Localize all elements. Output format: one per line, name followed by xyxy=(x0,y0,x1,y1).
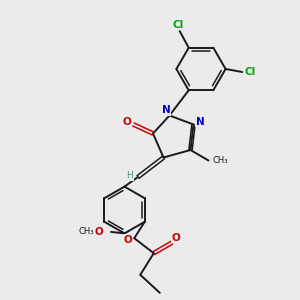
Text: O: O xyxy=(172,232,181,243)
Text: O: O xyxy=(124,235,133,245)
Text: N: N xyxy=(161,105,170,115)
Text: O: O xyxy=(122,116,131,127)
Text: H: H xyxy=(126,171,133,180)
Text: CH₃: CH₃ xyxy=(212,156,228,165)
Text: Cl: Cl xyxy=(172,20,184,30)
Text: Cl: Cl xyxy=(245,67,256,77)
Text: CH₃: CH₃ xyxy=(78,227,94,236)
Text: N: N xyxy=(196,116,205,127)
Text: O: O xyxy=(94,227,103,237)
